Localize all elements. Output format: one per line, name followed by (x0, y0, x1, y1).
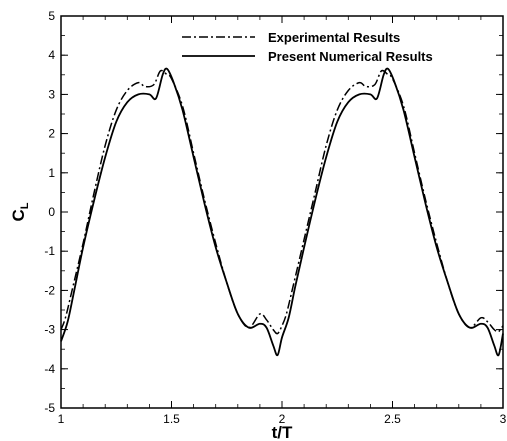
x-tick-label: 2 (279, 412, 286, 426)
legend: Experimental Results Present Numerical R… (182, 30, 433, 64)
y-tick-label: -5 (44, 401, 55, 415)
x-tick-label: 1 (58, 412, 65, 426)
y-tick-label: -2 (44, 283, 55, 297)
x-tick-label: 1.5 (163, 412, 180, 426)
x-axis-title: t/T (272, 423, 293, 441)
y-tick-label: -4 (44, 362, 55, 376)
legend-label-numerical: Present Numerical Results (268, 49, 433, 64)
y-axis-title-main: C (9, 209, 28, 221)
axis-ticks (60, 15, 504, 409)
y-axis-title: CL (9, 202, 31, 221)
svg-text:CL: CL (9, 202, 31, 221)
y-tick-label: 2 (48, 127, 55, 141)
plot-frame (60, 15, 504, 409)
y-tick-label: 1 (48, 166, 55, 180)
y-tick-label: 3 (48, 87, 55, 101)
y-tick-label: -3 (44, 323, 55, 337)
legend-label-experimental: Experimental Results (268, 30, 400, 45)
series-line-numerical (60, 67, 504, 357)
y-tick-label: -1 (44, 244, 55, 258)
y-tick-label: 4 (48, 48, 55, 62)
y-tick-label: 5 (48, 9, 55, 23)
y-tick-label: 0 (48, 205, 55, 219)
x-tick-label: 3 (500, 412, 507, 426)
axis-tick-labels: 1 1.5 2 2.5 3 -5 -4 -3 -2 -1 0 1 2 3 4 5 (44, 9, 506, 426)
y-axis-title-sub: L (19, 202, 31, 209)
x-tick-label: 2.5 (384, 412, 401, 426)
series-line-experimental (60, 69, 504, 335)
series-layer (60, 67, 504, 357)
